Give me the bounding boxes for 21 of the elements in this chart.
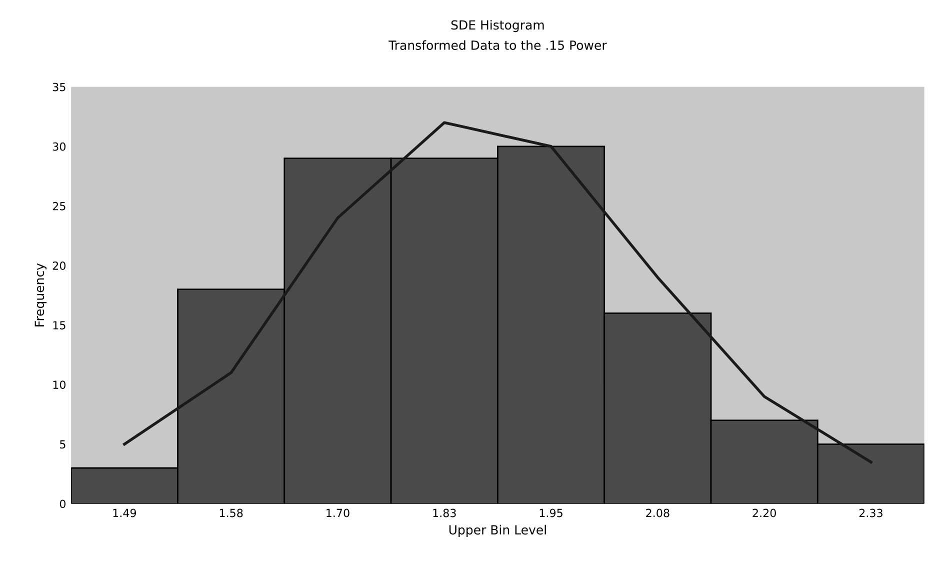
chart-title: SDE Histogram	[451, 20, 544, 32]
x-tick-label: 2.20	[752, 508, 776, 518]
y-tick-label: 15	[53, 321, 66, 330]
line-series	[123, 121, 872, 464]
x-tick-label: 1.49	[113, 508, 136, 518]
x-tick-label: 1.58	[220, 508, 243, 518]
y-tick-label: 0	[60, 500, 66, 508]
x-tick-label: 1.83	[433, 508, 456, 518]
y-tick-label: 10	[53, 380, 66, 389]
x-tick-label: 2.33	[859, 508, 882, 518]
x-tick-label: 1.70	[326, 508, 350, 518]
y-tick-label: 30	[52, 142, 66, 151]
y-tick-label: 35	[52, 82, 66, 92]
y-tick-label: 5	[60, 440, 66, 449]
chart-subtitle: Transformed Data to the .15 Power	[388, 40, 607, 50]
x-tick-label: 1.95	[540, 508, 562, 518]
y-tick-label: 25	[52, 202, 66, 210]
y-axis-title: Frequency	[34, 263, 47, 326]
x-axis-title: Upper Bin Level	[449, 524, 546, 537]
x-tick-label: 2.08	[646, 508, 670, 518]
y-tick-label: 20	[52, 261, 66, 270]
